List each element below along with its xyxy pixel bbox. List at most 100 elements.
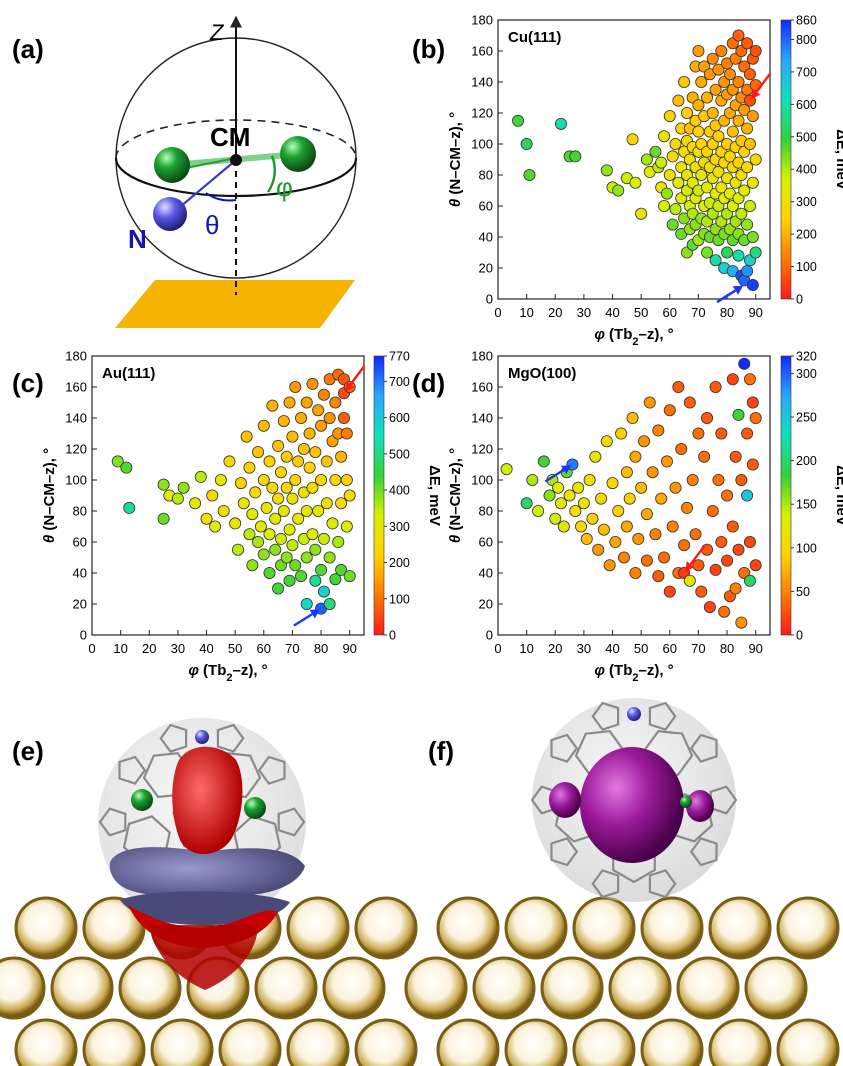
- data-point: [663, 168, 676, 181]
- data-point: [701, 411, 714, 424]
- data-point: [237, 497, 250, 510]
- data-point: [746, 230, 759, 243]
- data-point: [252, 536, 265, 549]
- y-tick-label: 0: [486, 292, 493, 307]
- slab-atom: [150, 1018, 214, 1066]
- data-point: [266, 399, 279, 412]
- y-tick-label: 20: [479, 597, 493, 612]
- data-point: [692, 559, 705, 572]
- data-point: [232, 543, 245, 556]
- y-tick-label: 80: [479, 168, 493, 183]
- colorbar-tick-label: 400: [796, 163, 817, 177]
- data-point: [629, 567, 642, 580]
- data-point: [280, 551, 293, 564]
- data-point: [595, 492, 608, 505]
- panel-e-render: (e): [0, 718, 418, 1066]
- slab-atom: [744, 956, 808, 1020]
- data-point: [214, 473, 227, 486]
- density-accumulation-central: [172, 746, 243, 855]
- slab-atom: [354, 1018, 418, 1066]
- data-point: [583, 473, 596, 486]
- data-point: [746, 110, 759, 123]
- data-point: [569, 150, 582, 163]
- data-point: [709, 83, 722, 96]
- data-point: [658, 199, 671, 212]
- highlight-arrowhead: [685, 561, 695, 572]
- data-point: [263, 528, 276, 541]
- data-point: [649, 145, 662, 158]
- data-point: [274, 466, 287, 479]
- data-point: [749, 153, 762, 166]
- data-point: [586, 512, 599, 525]
- y-axis-label: θ (N–CM–z), °: [41, 448, 58, 543]
- data-point: [335, 450, 348, 463]
- data-point: [329, 396, 342, 409]
- tb-atom-e-right: [244, 797, 266, 819]
- x-tick-label: 70: [285, 641, 299, 656]
- y-tick-label: 140: [471, 75, 493, 90]
- y-tick-label: 140: [471, 411, 493, 426]
- slab-atom: [118, 956, 182, 1020]
- data-point: [252, 446, 265, 459]
- data-point: [257, 473, 270, 486]
- plot-title: Au(111): [102, 365, 155, 382]
- tb-atom-left: [154, 147, 190, 183]
- cage-rim-pentagon: [689, 733, 718, 763]
- colorbar-tick-label: 600: [389, 411, 410, 425]
- data-point: [157, 512, 170, 525]
- data-point: [746, 396, 759, 409]
- data-point: [286, 539, 299, 552]
- data-point: [649, 528, 662, 541]
- data-point: [283, 523, 296, 536]
- data-point: [712, 473, 725, 486]
- data-point: [306, 481, 319, 494]
- y-tick-label: 60: [479, 535, 493, 550]
- colorbar-tick-label: 300: [796, 367, 817, 381]
- data-point: [666, 520, 679, 533]
- data-point: [229, 517, 242, 530]
- data-point: [297, 442, 310, 455]
- slab-atom: [708, 1018, 772, 1066]
- data-point: [732, 29, 745, 42]
- x-tick-label: 20: [548, 641, 562, 656]
- n-atom: [153, 197, 187, 231]
- plot-frame: [91, 355, 365, 636]
- slab-atom: [14, 896, 78, 960]
- x-tick-label: 40: [605, 641, 619, 656]
- data-point: [692, 45, 705, 58]
- panel-label-d: (d): [412, 368, 445, 398]
- data-point: [729, 450, 742, 463]
- y-tick-label: 80: [73, 504, 87, 519]
- data-point: [532, 504, 545, 517]
- scatter-panel-mgo100: (d) 0 10 20 30 40 50 60 70 80 90 0 20 40 60 80 100 120 14…: [412, 349, 843, 685]
- data-point: [323, 551, 336, 564]
- x-tick-label: 10: [113, 641, 127, 656]
- data-point: [277, 415, 290, 428]
- data-point: [746, 176, 759, 189]
- data-point: [257, 419, 270, 432]
- data-point: [272, 492, 285, 505]
- data-point: [283, 396, 296, 409]
- density-depletion-blob: [109, 847, 305, 901]
- data-point: [640, 153, 653, 166]
- x-tick-label: 0: [88, 641, 95, 656]
- data-point: [340, 520, 353, 533]
- data-point: [632, 532, 645, 545]
- data-point: [663, 110, 676, 123]
- colorbar-tick-label: 200: [389, 556, 410, 570]
- data-point: [289, 380, 302, 393]
- data-point: [678, 539, 691, 552]
- data-point: [329, 473, 342, 486]
- data-point: [189, 497, 202, 510]
- data-point: [323, 411, 336, 424]
- colorbar-tick-label: 400: [389, 484, 410, 498]
- plot-frame: [497, 355, 771, 636]
- data-point: [715, 45, 728, 58]
- x-tick-label: 90: [748, 305, 762, 320]
- data-point: [292, 512, 305, 525]
- colorbar-tick-label: 100: [796, 541, 817, 555]
- data-point: [712, 165, 725, 178]
- data-point: [280, 481, 293, 494]
- scatter-panel-cu111: (b) 0 10 20 30 40 50 60 70 80 90 0 20 40 60 80 100 120 14…: [412, 13, 843, 349]
- data-point: [709, 563, 722, 576]
